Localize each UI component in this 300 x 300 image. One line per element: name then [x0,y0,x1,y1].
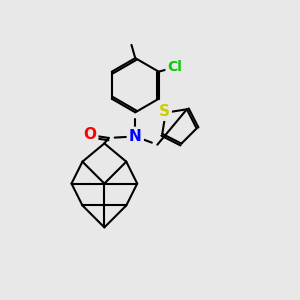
Text: N: N [129,129,142,144]
Text: S: S [159,104,170,119]
Text: Cl: Cl [167,60,182,74]
Text: O: O [83,127,96,142]
